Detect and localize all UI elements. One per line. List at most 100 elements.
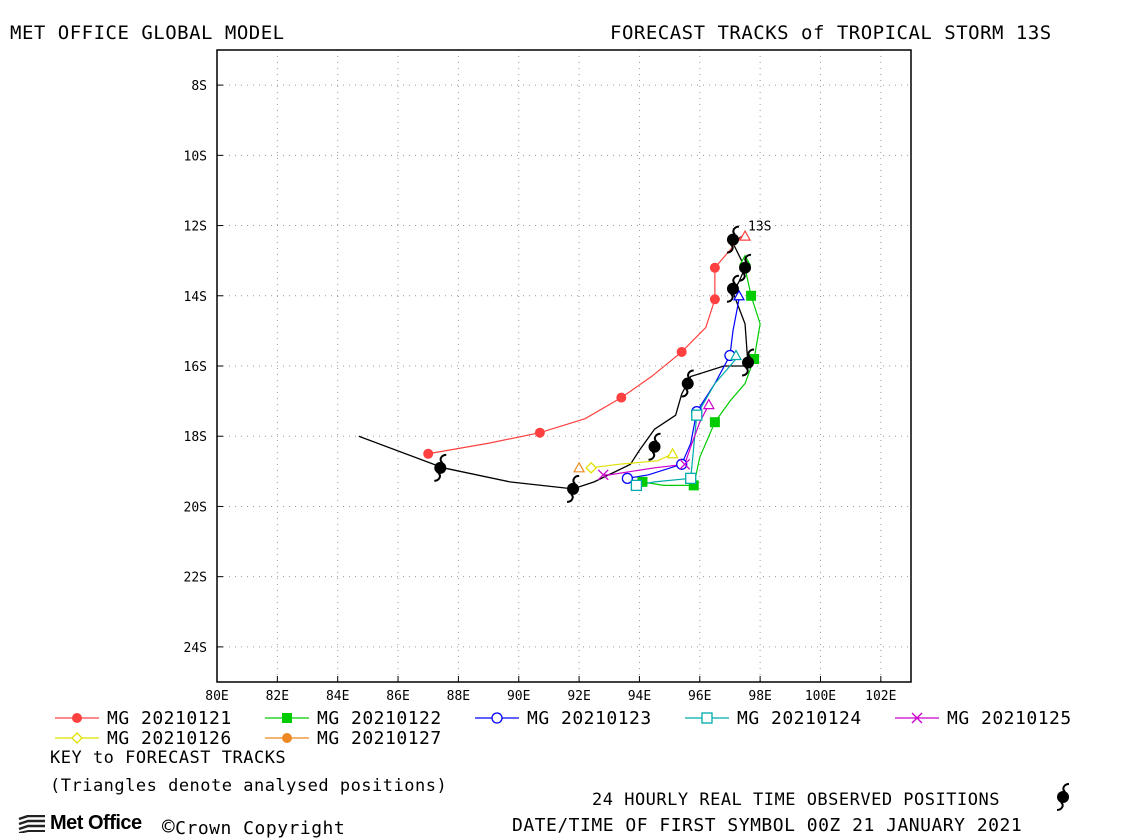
key-title: KEY to FORECAST TRACKS xyxy=(50,748,287,768)
legend-swatch xyxy=(55,732,99,744)
forecast-marker xyxy=(621,472,634,485)
lon-tick-label: 100E xyxy=(805,689,836,700)
legend-swatch xyxy=(475,712,519,724)
legend-label: MG 20210121 xyxy=(107,707,232,729)
legend-item: MG 20210124 xyxy=(685,707,862,729)
forecast-marker xyxy=(585,461,598,474)
legend-item: MG 20210125 xyxy=(895,707,1072,729)
legend-label: MG 20210122 xyxy=(317,707,442,729)
lon-tick-label: 92E xyxy=(567,689,590,700)
legend-swatch-marker xyxy=(72,713,82,723)
met-office-waves-icon xyxy=(18,814,45,833)
copyright-symbol: © xyxy=(162,815,176,839)
legend-swatch-marker xyxy=(71,732,83,744)
observed-position-symbol xyxy=(648,432,661,461)
legend-label: MG 20210127 xyxy=(317,727,442,749)
lat-tick-label: 22S xyxy=(184,571,207,586)
forecast-marker xyxy=(679,458,691,470)
copyright-text: Crown Copyright xyxy=(175,818,346,839)
forecast-track-map: 80E 82E 84E 86E 88E 90E 92E 94E 96E 98E 100E 102E 8S… xyxy=(184,49,912,700)
legend-label: MG 20210125 xyxy=(947,707,1072,729)
forecast-marker xyxy=(534,427,545,438)
observed-positions-label: 24 HOURLY REAL TIME OBSERVED POSITIONS xyxy=(592,790,1000,810)
met-office-logo: Met Office xyxy=(18,812,142,835)
met-office-logo-text: Met Office xyxy=(50,812,142,834)
lon-tick-label: 96E xyxy=(688,689,711,700)
forecast-marker xyxy=(749,353,760,364)
forecast-track-line xyxy=(636,358,737,486)
lon-tick-label: 88E xyxy=(447,689,470,700)
lon-tick-label: 98E xyxy=(748,689,771,700)
analysed-position-triangle xyxy=(666,447,679,459)
lon-tick-label: 86E xyxy=(386,689,409,700)
forecast-marker xyxy=(676,346,687,357)
legend-label: MG 20210126 xyxy=(107,727,232,749)
legend-item: MG 20210123 xyxy=(475,707,652,729)
forecast-marker xyxy=(709,262,720,273)
analysed-position-triangle xyxy=(729,349,743,361)
analysed-position-triangle xyxy=(573,461,586,473)
legend-item: MG 20210121 xyxy=(55,707,232,729)
lat-tick-label: 10S xyxy=(184,149,207,164)
legend-item: MG 20210127 xyxy=(265,727,442,749)
lat-tick-label: 8S xyxy=(191,79,207,94)
first-symbol-datetime: DATE/TIME OF FIRST SYMBOL 00Z 21 JANUARY… xyxy=(512,815,1023,836)
forecast-marker xyxy=(685,472,697,485)
legend-swatch-marker xyxy=(491,712,503,724)
observed-position-symbol xyxy=(681,369,694,398)
legend-swatch xyxy=(265,733,309,743)
legend-label: MG 20210124 xyxy=(737,707,862,729)
lat-tick-label: 24S xyxy=(184,641,207,656)
lat-tick-label: 18S xyxy=(184,430,207,445)
observed-position-symbol xyxy=(566,474,580,503)
forecast-marker xyxy=(616,392,627,403)
lon-tick-label: 94E xyxy=(628,689,651,700)
forecast-marker xyxy=(637,476,648,487)
forecast-marker xyxy=(597,469,609,481)
lat-tick-label: 12S xyxy=(184,220,207,235)
legend-swatch-marker xyxy=(282,733,292,743)
lon-tick-label: 82E xyxy=(266,689,289,700)
forecast-track-line xyxy=(591,453,673,469)
legend-swatch-marker xyxy=(701,712,713,724)
observed-position-symbol xyxy=(726,225,740,254)
observed-position-symbol xyxy=(741,348,755,377)
forecast-marker xyxy=(709,417,720,428)
forecast-track-line xyxy=(642,267,761,486)
observed-position-symbol xyxy=(434,453,447,482)
lat-tick-label: 14S xyxy=(184,290,207,305)
copyright-notice: ©Crown Copyright xyxy=(162,815,345,839)
forecast-marker xyxy=(630,479,643,492)
storm-label: 13S xyxy=(748,220,771,235)
legend-swatch-marker xyxy=(282,713,292,723)
forecast-marker xyxy=(676,458,688,470)
forecast-marker xyxy=(691,409,703,421)
legend-label: MG 20210123 xyxy=(527,707,652,729)
forecast-track-line xyxy=(428,235,743,455)
lat-tick-label: 20S xyxy=(184,500,207,515)
analysed-position-triangle xyxy=(702,398,715,410)
forecast-marker xyxy=(423,448,434,459)
forecast-track-line xyxy=(627,299,740,479)
lon-tick-label: 80E xyxy=(205,689,228,700)
legend-swatch-marker xyxy=(911,712,923,724)
legend-swatch xyxy=(265,713,309,723)
observed-position-symbol xyxy=(738,253,752,282)
forecast-marker xyxy=(709,294,720,305)
legend-item: MG 20210126 xyxy=(55,727,232,749)
forecast-marker xyxy=(688,480,699,491)
cyclone-symbol-icon xyxy=(1056,783,1070,811)
lon-tick-label: 102E xyxy=(865,689,896,700)
lat-tick-label: 16S xyxy=(184,360,207,375)
lon-tick-label: 84E xyxy=(326,689,349,700)
header-right-title: FORECAST TRACKS of TROPICAL STORM 13S xyxy=(610,22,1052,44)
observed-position-symbol xyxy=(726,274,740,303)
lon-tick-label: 90E xyxy=(507,689,530,700)
forecast-marker xyxy=(746,290,757,301)
legend-swatch xyxy=(55,713,99,723)
header-left-title: MET OFFICE GLOBAL MODEL xyxy=(10,22,285,44)
map-frame xyxy=(216,49,912,683)
key-note: (Triangles denote analysed positions) xyxy=(50,776,448,796)
analysed-position-triangle xyxy=(739,229,752,241)
legend-swatch xyxy=(685,712,729,724)
